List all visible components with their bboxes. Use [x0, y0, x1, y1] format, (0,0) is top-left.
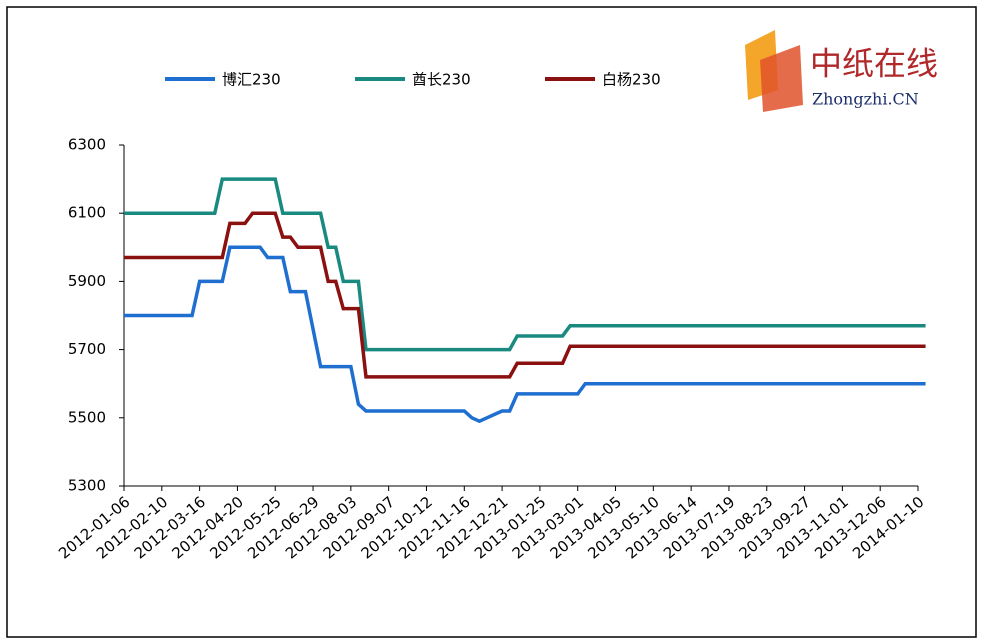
- logo: 中纸在线 Zhongzhi.CN: [745, 30, 938, 112]
- y-tick-label: 5500: [68, 408, 106, 426]
- logo-name: 中纸在线: [810, 45, 938, 83]
- logo-mark: [760, 45, 803, 112]
- legend-label: 白杨230: [602, 71, 661, 89]
- legend-label: 博汇230: [222, 71, 281, 89]
- y-tick-label: 5700: [68, 340, 106, 358]
- legend-label: 酋长230: [412, 71, 471, 89]
- y-tick-label: 5900: [68, 272, 106, 290]
- y-tick-label: 6100: [68, 204, 106, 222]
- series-line: [124, 245, 926, 424]
- frame: [6, 6, 977, 638]
- series-line: [124, 177, 926, 352]
- series-line: [124, 211, 926, 379]
- logo-domain: Zhongzhi.CN: [812, 90, 919, 109]
- y-tick-label: 5300: [68, 477, 106, 495]
- y-tick-label: 6300: [68, 136, 106, 154]
